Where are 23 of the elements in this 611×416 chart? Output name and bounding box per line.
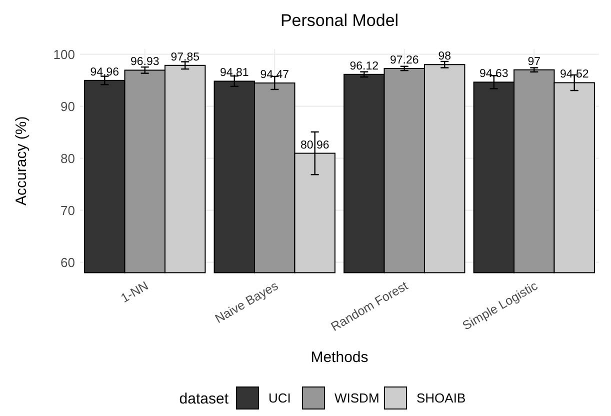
data-label: 97 (528, 56, 541, 68)
y-tick-label: 70 (60, 202, 75, 218)
legend-label: WISDM (334, 390, 380, 406)
x-axis-title: Methods (310, 349, 368, 366)
data-label: 97.85 (170, 51, 200, 64)
y-axis-title: Accuracy (%) (13, 116, 30, 206)
data-label: 94.52 (560, 68, 589, 81)
data-label: 96.12 (350, 60, 379, 72)
y-tick-label: 60 (60, 254, 75, 270)
data-label: 98 (438, 50, 451, 63)
legend-label: SHOAIB (416, 390, 466, 406)
y-tick-label: 90 (60, 98, 75, 114)
legend-label: UCI (268, 390, 291, 406)
data-label: 94.63 (480, 68, 508, 80)
legend-title: dataset (179, 390, 230, 408)
data-label: 94.47 (260, 68, 290, 81)
data-label: 97.26 (390, 54, 419, 66)
data-label: 94.96 (90, 66, 120, 78)
chart-title: Personal Model (280, 11, 399, 30)
data-label: 94.81 (220, 67, 249, 80)
y-tick-label: 80 (60, 150, 75, 166)
data-label: 96.93 (130, 56, 160, 68)
y-tick-label: 100 (53, 46, 75, 62)
